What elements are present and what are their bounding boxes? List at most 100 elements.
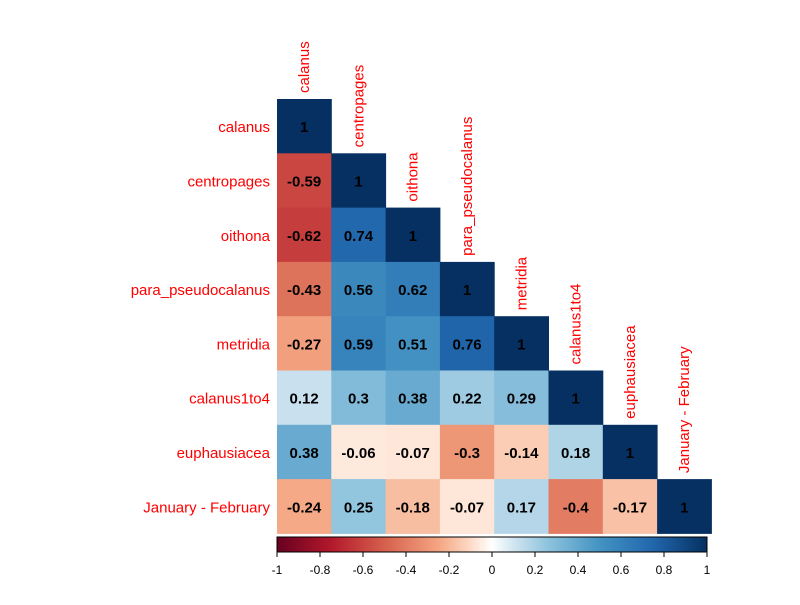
cell-value-label: 1 (409, 228, 417, 245)
cell-value-label: 1 (354, 173, 362, 190)
cell-value-label: 0.51 (398, 336, 427, 353)
heatmap-cell (439, 479, 495, 534)
heatmap-cell (439, 370, 495, 426)
heatmap-cell (439, 316, 495, 371)
heatmap-cell (331, 370, 387, 426)
cell-value-label: 0.25 (344, 499, 373, 516)
heatmap-cell (277, 479, 332, 534)
cell-value-label: 1 (571, 391, 579, 408)
cell-value-label: -0.14 (504, 445, 539, 462)
heatmap-cell (331, 153, 387, 209)
column-label: calanus1to4 (568, 284, 585, 365)
column-label: oithona (405, 152, 422, 202)
heatmap-cell (494, 370, 549, 426)
cell-value-label: 0.29 (507, 391, 536, 408)
cell-value-label: -0.4 (563, 499, 590, 516)
heatmap-cell (277, 316, 332, 371)
heatmap-cell (277, 99, 332, 154)
cell-value-label: -0.27 (287, 336, 321, 353)
heatmap-cell (277, 370, 332, 426)
heatmap-cell (385, 424, 441, 480)
cell-value-label: 0.3 (348, 391, 369, 408)
cell-value-label: 0.62 (398, 282, 427, 299)
row-label: January - February (143, 499, 270, 516)
cell-value-label: 0.12 (290, 391, 319, 408)
row-label: oithona (221, 228, 271, 245)
colorbar-tick-label: 0.2 (527, 563, 544, 577)
colorbar-tick-label: 0.4 (570, 563, 587, 577)
cell-value-label: 0.38 (290, 445, 319, 462)
cell-value-label: -0.59 (287, 173, 321, 190)
row-label: calanus1to4 (189, 391, 270, 408)
heatmap-cell (385, 261, 441, 317)
heatmap-cell (331, 207, 387, 263)
row-labels: calanus centropages oithona para_pseudocala… (131, 119, 271, 516)
colorbar-tick-label: -0.4 (396, 563, 417, 577)
heatmap-cell (331, 479, 387, 534)
heatmap-cell (439, 424, 495, 480)
row-label: metridia (217, 336, 271, 353)
cell-value-label: -0.18 (396, 499, 430, 516)
column-label: metridia (513, 256, 530, 310)
row-label: centropages (187, 173, 270, 190)
heatmap-cell (277, 207, 332, 263)
row-label: calanus (218, 119, 270, 136)
cell-value-label: 0.56 (344, 282, 373, 299)
cell-value-label: -0.3 (454, 445, 480, 462)
colorbar: -1 -0.8 -0.6 -0.4 -0.2 0 0.2 0.4 0.6 0.8 1 (272, 536, 711, 577)
column-label: calanus (296, 41, 313, 93)
heatmap-cell (385, 207, 441, 263)
heatmap-cell (494, 424, 549, 480)
cell-value-label: 0.18 (561, 445, 590, 462)
heatmap-cell (548, 424, 604, 480)
cell-value-label: -0.06 (341, 445, 375, 462)
column-label: January - February (676, 346, 693, 473)
cell-value-label: -0.62 (287, 228, 321, 245)
cell-value-label: -0.43 (287, 282, 321, 299)
colorbar-tick-label: 0.8 (656, 563, 673, 577)
column-label: centropages (350, 65, 367, 148)
cell-value-label: 1 (300, 119, 308, 136)
heatmap-cell (331, 316, 387, 371)
cell-value-label: 1 (517, 336, 525, 353)
colorbar-tick-label: 1 (704, 563, 711, 577)
row-label: para_pseudocalanus (131, 282, 270, 299)
cell-value-label: 0.76 (452, 336, 481, 353)
colorbar-tick-label: 0.6 (613, 563, 630, 577)
colorbar-tick-label: -0.2 (439, 563, 460, 577)
cell-value-label: 0.38 (398, 391, 427, 408)
cell-value-label: 0.59 (344, 336, 373, 353)
heatmap-cell (602, 479, 658, 534)
cell-value-label: 1 (626, 445, 634, 462)
heatmap-cell (385, 370, 441, 426)
colorbar-tick-label: 0 (489, 563, 496, 577)
heatmap-cells: 1 -0.59 1 -0.62 0.74 1 -0.43 0.56 0.62 1 -0.27 0.59… (277, 99, 712, 534)
heatmap-cell (385, 316, 441, 371)
column-label: para_pseudocalanus (459, 117, 476, 256)
cell-value-label: 0.17 (507, 499, 536, 516)
heatmap-cell (602, 424, 658, 480)
cell-value-label: 1 (680, 499, 688, 516)
colorbar-tick-label: -0.8 (310, 563, 331, 577)
heatmap-cell (494, 316, 549, 371)
heatmap-cell (277, 153, 332, 209)
heatmap-cell (548, 370, 604, 426)
heatmap-cell (385, 479, 441, 534)
cell-value-label: -0.17 (613, 499, 647, 516)
heatmap-cell (548, 479, 604, 534)
heatmap-cell (439, 261, 495, 317)
heatmap-cell (331, 261, 387, 317)
cell-value-label: 0.74 (344, 228, 374, 245)
column-labels: calanus centropages oithona para_pseudocala… (296, 41, 693, 473)
heatmap-cell (277, 424, 332, 480)
cell-value-label: -0.07 (450, 499, 484, 516)
cell-value-label: 0.22 (452, 391, 481, 408)
heatmap-cell (657, 479, 712, 534)
column-label: euphausiacea (622, 325, 639, 419)
cell-value-label: 1 (463, 282, 471, 299)
colorbar-rect (276, 536, 708, 553)
heatmap-cell (277, 261, 332, 317)
colorbar-tick-label: -0.6 (353, 563, 374, 577)
heatmap-cell (331, 424, 387, 480)
